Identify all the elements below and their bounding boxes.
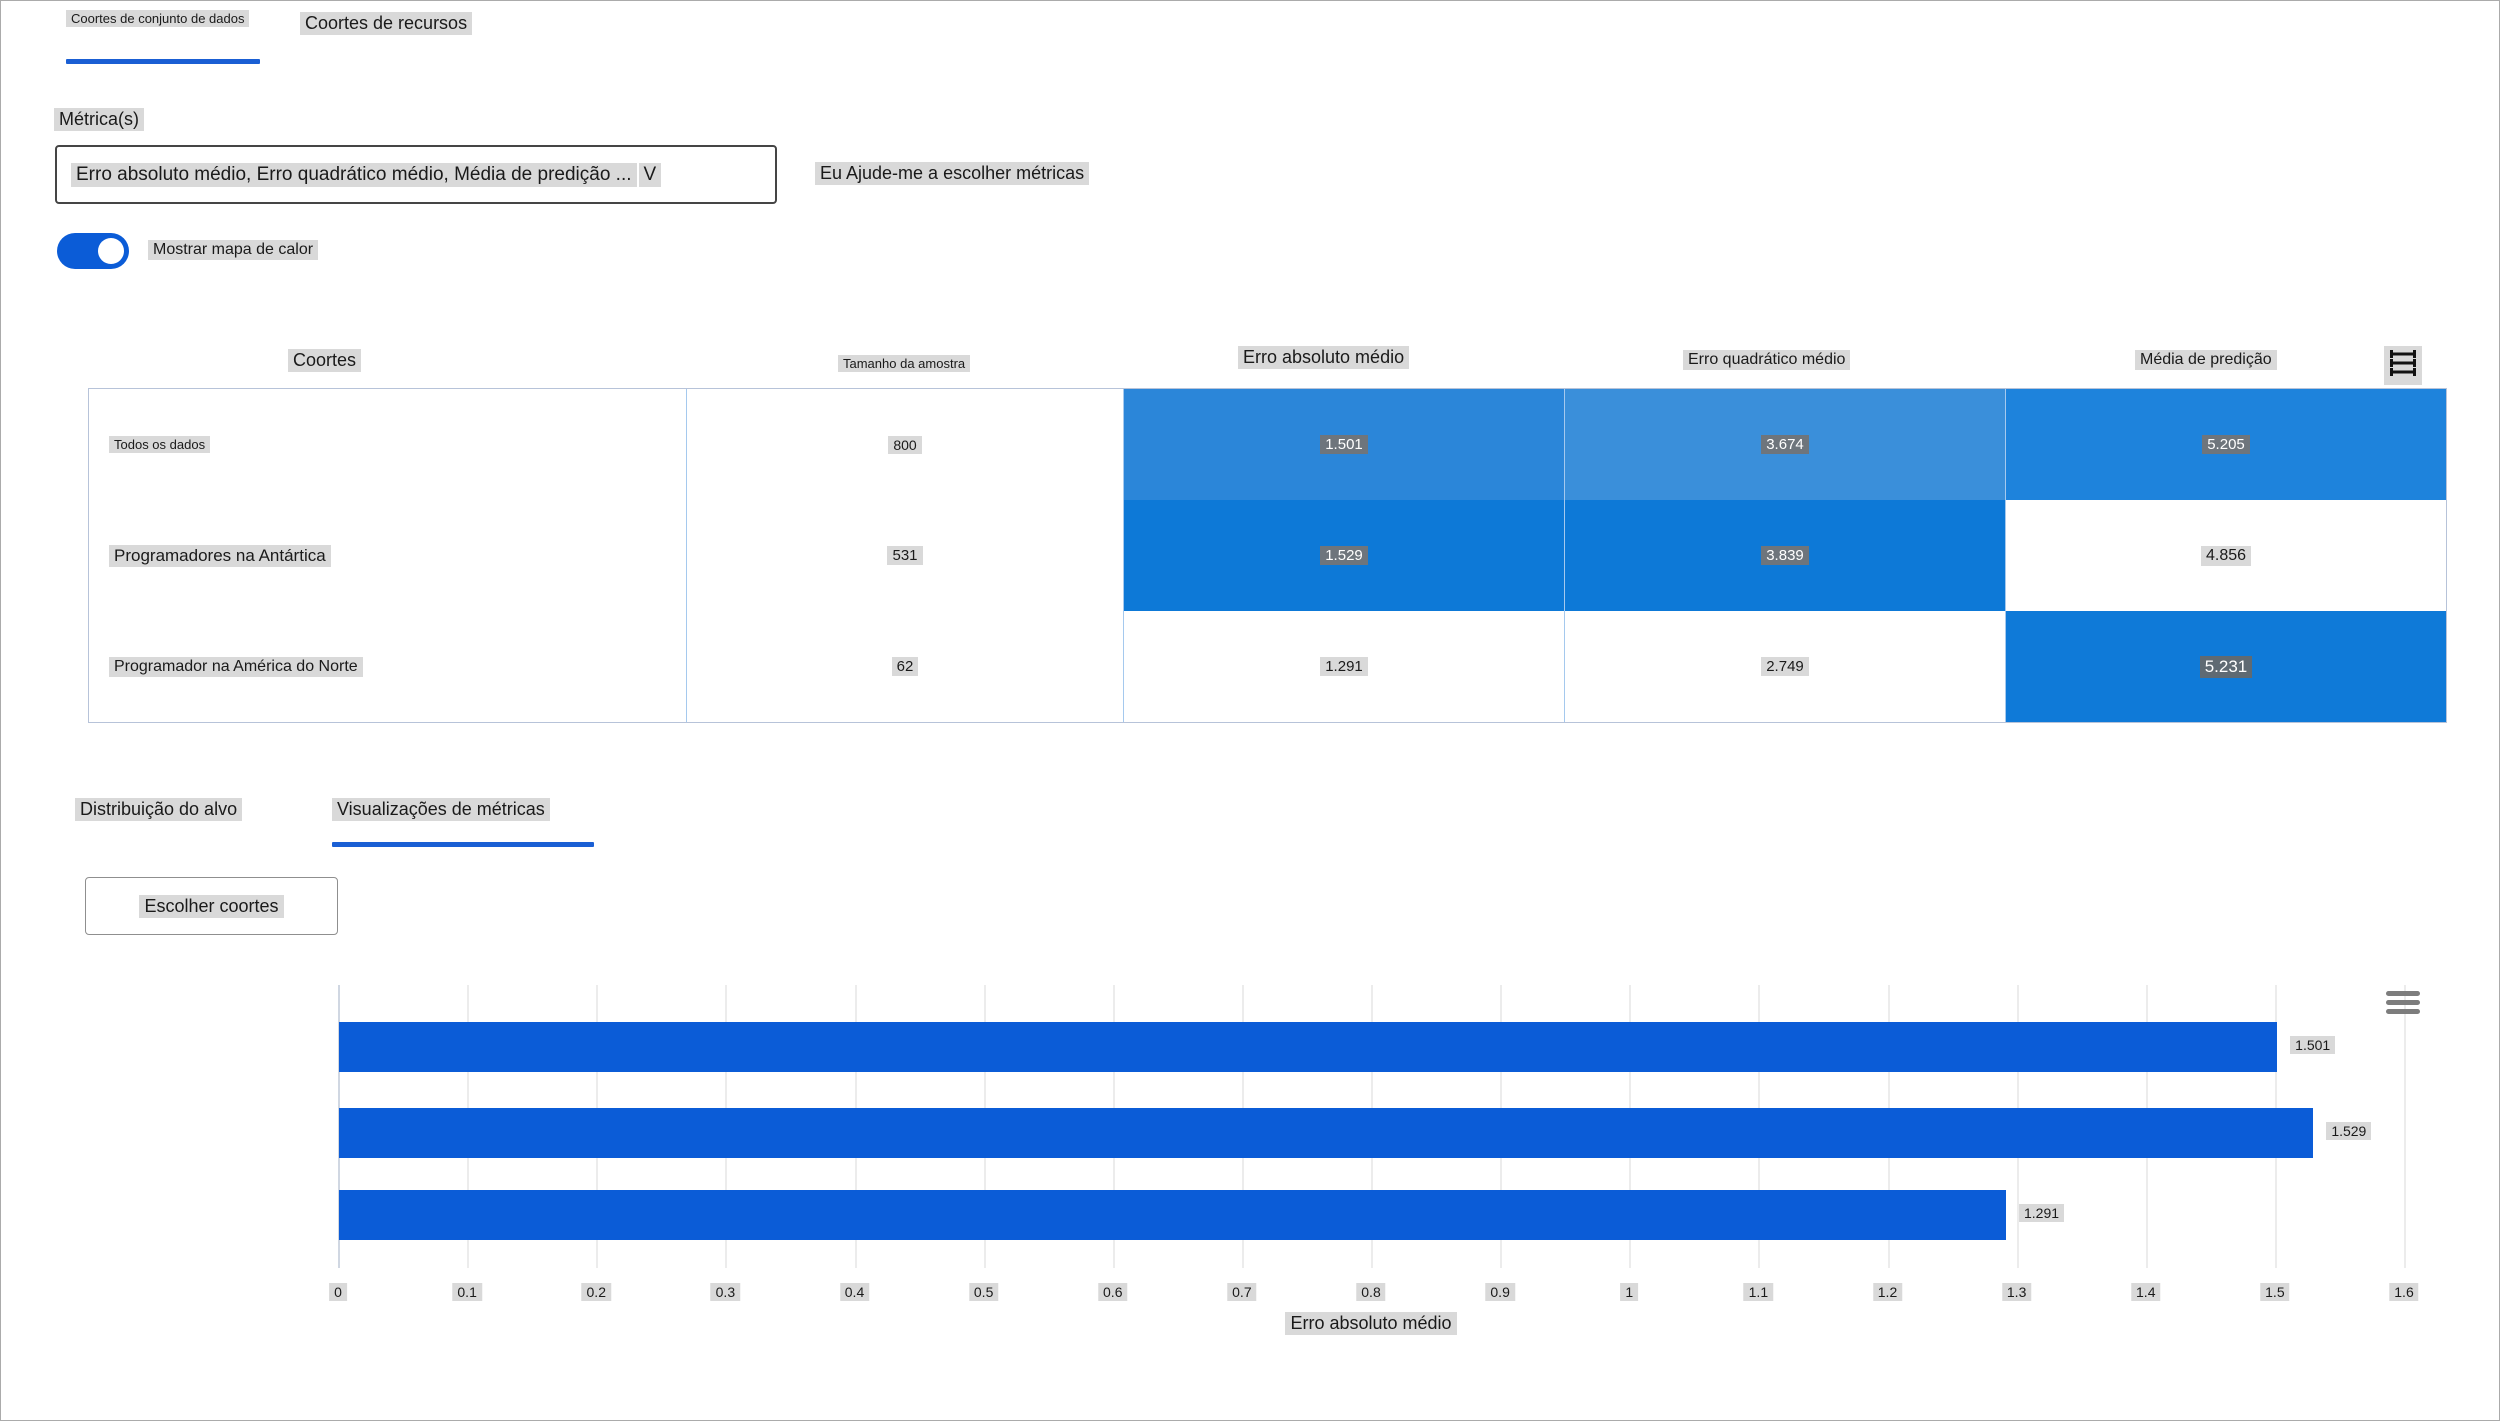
bar-value-label: 1.291 <box>2019 1204 2065 1222</box>
x-tick-label: 1.4 <box>2131 1283 2161 1301</box>
col-header-mean-prediction: Média de predição <box>2135 350 2277 370</box>
x-tick-label: 1.3 <box>2001 1283 2032 1301</box>
sample-size-value: 800 <box>888 435 922 454</box>
heatmap-cell: 4.856 <box>2005 500 2446 611</box>
cohort-name: Programador na América do Norte <box>109 656 363 677</box>
col-header-mean-squared-error: Erro quadrático médio <box>1683 350 1851 370</box>
heatmap-cell: 1.529 <box>1123 500 1564 611</box>
x-tick-label: 0.3 <box>710 1283 741 1301</box>
x-tick-label: 0.1 <box>452 1283 482 1301</box>
col-header-mean-absolute-error: Erro absoluto médio <box>1238 346 1410 369</box>
show-heatmap-label: Mostrar mapa de calor <box>148 240 319 260</box>
x-tick-label: 1.1 <box>1743 1283 1774 1301</box>
x-tick-label: 0.5 <box>968 1283 999 1301</box>
menu-bar <box>2386 1000 2420 1005</box>
metric-value: 4.856 <box>2200 545 2252 566</box>
table-row-cohort-name: Programador na América do Norte <box>89 611 686 722</box>
show-heatmap-toggle[interactable] <box>57 233 129 269</box>
menu-bar <box>2386 991 2420 996</box>
x-tick-label: 0.6 <box>1098 1283 1128 1301</box>
active-tab-underline <box>66 59 260 64</box>
choose-cohorts-button[interactable]: Escolher coortes <box>85 877 338 935</box>
cohort-name: Todos os dados <box>109 436 211 453</box>
heatmap-cell: 2.749 <box>1564 611 2005 722</box>
metric-value: 5.231 <box>2199 655 2253 678</box>
metrics-dropdown[interactable]: Erro absoluto médio, Erro quadrático méd… <box>55 145 777 204</box>
x-tick-label: 1.2 <box>1872 1283 1903 1301</box>
choose-cohorts-label: Escolher coortes <box>139 894 284 918</box>
active-tab-underline <box>332 842 594 847</box>
x-tick-label: 0.7 <box>1227 1283 1257 1301</box>
help-choose-metrics-link[interactable]: Eu Ajude-me a escolher métricas <box>815 162 1090 185</box>
heatmap-cell: 3.674 <box>1564 389 2005 500</box>
metric-value: 3.674 <box>1761 435 1809 454</box>
table-options-icon[interactable] <box>2384 346 2422 385</box>
gridline <box>2404 985 2406 1268</box>
cohort-name: Programadores na Antártica <box>109 544 331 567</box>
tab-metric-visualizations[interactable]: Visualizações de métricas <box>332 798 550 821</box>
bar-2 <box>339 1190 2006 1240</box>
metric-value: 3.839 <box>1761 546 1809 565</box>
metric-value: 1.501 <box>1320 435 1368 454</box>
table-cell-sample-size: 531 <box>686 500 1123 611</box>
heatmap-cell: 1.291 <box>1123 611 1564 722</box>
bar-value-label: 1.501 <box>2290 1036 2336 1054</box>
x-tick-label: 0.9 <box>1485 1283 1515 1301</box>
metrics-dropdown-value: Erro absoluto médio, Erro quadrático méd… <box>71 162 637 187</box>
metric-value: 2.749 <box>1761 657 1809 676</box>
x-tick-label: 1.5 <box>2260 1283 2290 1301</box>
metric-value: 1.291 <box>1320 657 1368 676</box>
heatmap-cell: 1.501 <box>1123 389 1564 500</box>
bar-value-label: 1.529 <box>2326 1122 2372 1140</box>
heatmap-cell: 5.231 <box>2005 611 2446 722</box>
bar-1 <box>339 1108 2314 1158</box>
table-row-cohort-name: Programadores na Antártica <box>89 500 686 611</box>
x-tick-label: 1 <box>1620 1283 1639 1301</box>
bar-chart-plot-area: 1.501 1.529 1.291 <box>338 985 2406 1268</box>
sample-size-value: 62 <box>891 657 919 676</box>
x-tick-label: 0.4 <box>839 1283 870 1301</box>
heatmap-cell: 3.839 <box>1564 500 2005 611</box>
x-tick-label: 0.8 <box>1356 1283 1386 1301</box>
col-header-cohorts: Coortes <box>288 349 362 372</box>
bar-0 <box>339 1022 2278 1072</box>
metrics-label: Métrica(s) <box>54 108 144 131</box>
x-axis-title: Erro absoluto médio <box>338 1312 2404 1335</box>
menu-bar <box>2386 1009 2420 1014</box>
x-tick-label: 0.2 <box>581 1283 611 1301</box>
heatmap-cell: 5.205 <box>2005 389 2446 500</box>
x-tick-label: 0 <box>329 1283 347 1301</box>
sample-size-value: 531 <box>887 546 923 565</box>
metric-value: 5.205 <box>2202 435 2250 454</box>
col-header-sample-size: Tamanho da amostra <box>838 355 971 372</box>
table-row-cohort-name: Todos os dados <box>89 389 686 500</box>
table-cell-sample-size: 62 <box>686 611 1123 722</box>
metric-value: 1.529 <box>1320 546 1368 565</box>
chevron-down-icon: V <box>638 162 662 187</box>
toggle-knob <box>98 238 124 264</box>
cohort-metrics-table: Todos os dados 800 1.501 3.674 5.205 Pro… <box>88 388 2447 723</box>
tab-dataset-cohorts[interactable]: Coortes de conjunto de dados <box>66 10 250 27</box>
x-tick-label: 1.6 <box>2389 1283 2419 1301</box>
table-cell-sample-size: 800 <box>686 389 1123 500</box>
chart-menu-icon[interactable] <box>2386 991 2420 1018</box>
list-icon <box>2390 350 2416 376</box>
tab-feature-cohorts[interactable]: Coortes de recursos <box>300 12 473 35</box>
tab-target-distribution[interactable]: Distribuição do alvo <box>75 798 243 821</box>
